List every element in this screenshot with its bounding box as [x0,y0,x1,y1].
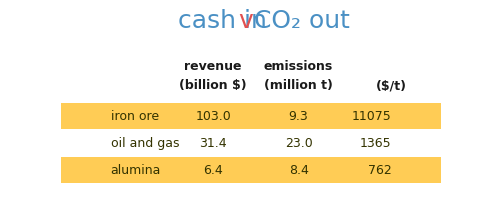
Text: alumina: alumina [111,164,161,177]
Text: iron ore: iron ore [111,110,159,123]
Text: 1365: 1365 [360,137,392,150]
Text: 9.3: 9.3 [289,110,309,123]
Bar [61,103,441,129]
Bar [61,157,441,183]
Text: (million t): (million t) [264,79,333,92]
Text: 23.0: 23.0 [285,137,313,150]
Text: v: v [239,9,253,33]
Text: 762: 762 [368,164,392,177]
Text: 103.0: 103.0 [196,110,231,123]
Text: 31.4: 31.4 [199,137,227,150]
Text: 8.4: 8.4 [289,164,309,177]
Text: (billion $): (billion $) [179,79,247,92]
Text: CO₂ out: CO₂ out [246,9,350,33]
Text: cash in: cash in [178,9,275,33]
Text: 11075: 11075 [352,110,392,123]
Text: oil and gas: oil and gas [111,137,179,150]
Text: revenue: revenue [184,60,242,73]
Text: ($/t): ($/t) [376,79,407,92]
Text: emissions: emissions [264,60,333,73]
Text: 6.4: 6.4 [203,164,223,177]
